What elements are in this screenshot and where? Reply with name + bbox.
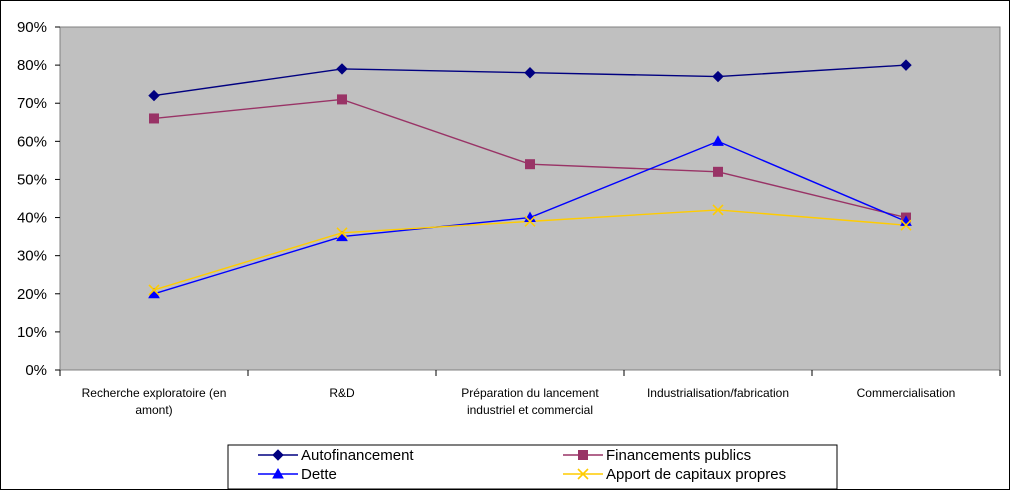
data-point — [525, 159, 535, 170]
x-tick-label: Industrialisation/fabrication — [647, 386, 789, 400]
y-tick-label: 70% — [17, 95, 47, 112]
y-tick-label: 20% — [17, 286, 47, 303]
legend-label: Dette — [301, 466, 337, 483]
data-point — [148, 89, 160, 102]
data-point — [712, 204, 724, 216]
legend-label: Financements publics — [606, 447, 751, 464]
data-point — [712, 135, 724, 146]
legend-marker — [577, 468, 589, 480]
legend-label: Autofinancement — [301, 447, 414, 464]
data-point — [713, 166, 723, 177]
legend-box — [227, 444, 838, 490]
data-point — [149, 113, 159, 124]
y-tick-label: 30% — [17, 248, 47, 265]
data-point — [900, 59, 912, 71]
data-point — [900, 219, 912, 231]
x-tick-label: Préparation du lancement industriel et co… — [461, 386, 599, 417]
y-tick-label: 40% — [17, 210, 47, 227]
y-tick-label: 50% — [17, 171, 47, 188]
y-tick-label: 60% — [17, 133, 47, 150]
y-tick-label: 80% — [17, 57, 47, 74]
x-tick-label: Commercialisation — [857, 386, 956, 400]
data-point — [524, 215, 536, 227]
x-tick-label: Recherche exploratoire (en amont) — [82, 386, 227, 417]
x-tick-label: R&D — [329, 386, 355, 400]
y-tick-label: 10% — [17, 324, 47, 341]
data-point — [336, 63, 348, 75]
data-point — [337, 94, 347, 105]
y-tick-label: 90% — [17, 19, 47, 36]
data-point — [712, 70, 724, 83]
data-point — [148, 284, 160, 296]
data-point — [336, 227, 348, 239]
legend-marker — [272, 449, 284, 461]
plot-area — [59, 26, 1001, 371]
legend-marker — [578, 450, 588, 460]
y-tick-label: 0% — [25, 362, 47, 379]
data-point — [524, 67, 536, 79]
legend-label: Apport de capitaux propres — [606, 466, 786, 483]
legend-marker — [272, 467, 284, 479]
